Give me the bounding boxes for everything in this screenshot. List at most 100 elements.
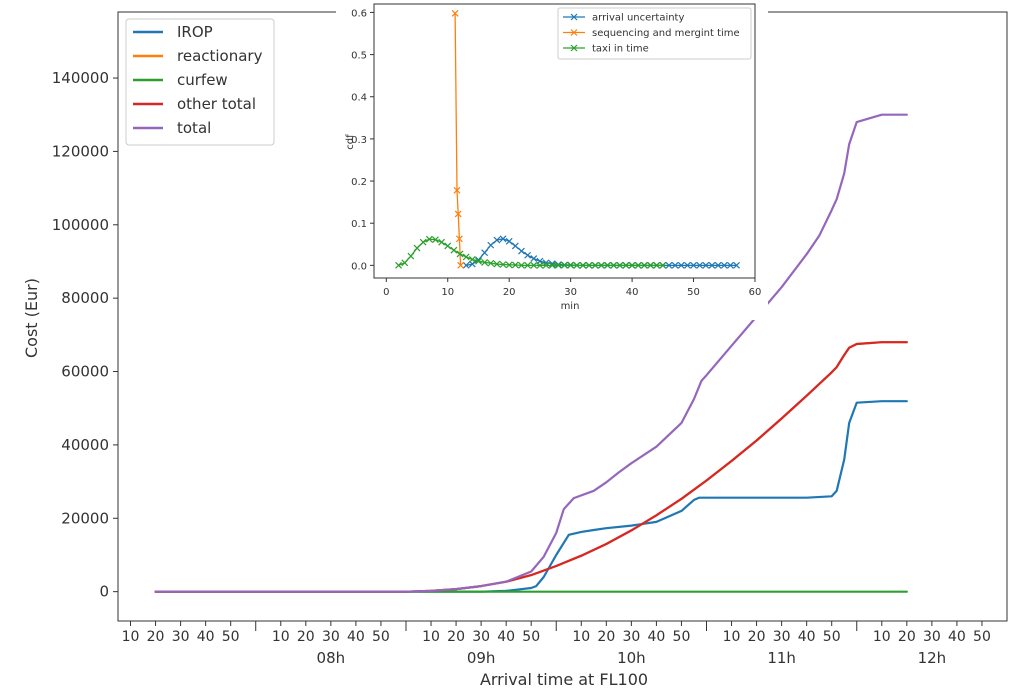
inset-plot-frame: [373, 3, 756, 279]
main-legend-other-total-label: other total: [177, 95, 256, 113]
inset-series-taxi-in-time-point: [487, 259, 495, 267]
inset-series-arrival-uncertainty-point: [499, 235, 507, 243]
main-xtick-major-label: 10h: [617, 649, 646, 667]
main-ytick-label: 120000: [52, 142, 109, 160]
inset-series-taxi-in-time-point: [628, 261, 636, 269]
inset-series-sequencing-and-mergint-time-point: [455, 235, 463, 243]
main-xtick-minor-label: 30: [622, 629, 640, 645]
inset-series-arrival-uncertainty-point: [720, 261, 728, 269]
main-legend-total-label: total: [177, 119, 211, 137]
inset-series-arrival-uncertainty-point: [530, 255, 538, 263]
main-ylabel: Cost (Eur): [22, 278, 41, 358]
inset-series-taxi-in-time-point: [438, 238, 446, 246]
main-legend-curfew-label: curfew: [177, 71, 228, 89]
inset-series-taxi-in-time-point: [597, 261, 605, 269]
inset-series-taxi-in-time-point: [419, 238, 427, 246]
main-xtick-minor-label: 30: [773, 629, 791, 645]
inset-series-arrival-uncertainty-point: [487, 241, 495, 249]
inset-series-taxi-in-time-point: [456, 250, 464, 258]
inset-series-taxi-in-time-point: [542, 261, 550, 269]
inset-series-taxi-in-time-point: [536, 261, 544, 269]
main-xtick-minor-label: 50: [522, 629, 540, 645]
inset-series-arrival-uncertainty-point: [690, 261, 697, 269]
main-xtick-minor-label: 40: [647, 629, 665, 645]
inset-ytick-label: 0.5: [351, 51, 367, 62]
inset-series-sequencing-and-mergint-time-point: [453, 186, 461, 194]
main-xtick-minor-label: 40: [948, 629, 966, 645]
inset-series-arrival-uncertainty-point: [733, 261, 740, 269]
inset-series-arrival-uncertainty-point: [702, 261, 710, 269]
main-ytick-label: 100000: [52, 216, 109, 234]
inset-series-taxi-in-time-point: [524, 261, 532, 269]
inset-series-arrival-uncertainty-point: [714, 261, 722, 269]
main-xtick-minor-label: 40: [497, 629, 515, 645]
inset-series-taxi-in-time-point: [530, 261, 538, 269]
inset-series-sequencing-and-mergint-time-point: [457, 261, 465, 269]
main-xtick-minor-label: 50: [823, 629, 841, 645]
main-xtick-minor-label: 10: [422, 629, 440, 645]
inset-series-sequencing-and-mergint-time-point: [451, 9, 459, 17]
main-xtick-major-label: 11h: [767, 649, 796, 667]
inset-series-taxi-in-time-point: [511, 261, 519, 269]
inset-xlabel: min: [561, 301, 580, 312]
inset-xtick-label: 0: [383, 287, 389, 298]
inset-legend: arrival uncertainty sequencing and mergin…: [557, 7, 752, 60]
inset-series-arrival-uncertainty-point: [683, 261, 691, 269]
inset-ytick-label: 0.0: [351, 261, 367, 272]
main-xtick-minor-label: 10: [272, 629, 290, 645]
inset-legend-sequencing-and-mergint-time-label: sequencing and mergint time: [592, 28, 740, 39]
inset-series-taxi-in-time-point: [401, 259, 409, 267]
main-legend: IROP reactionary curfew other total total: [125, 18, 275, 146]
inset-series-taxi-in-time-point: [634, 261, 642, 269]
main-xtick-minor-label: 30: [923, 629, 941, 645]
inset-series-taxi-in-time-point: [573, 261, 581, 269]
main-xtick-major-label: 12h: [918, 649, 947, 667]
inset-series-taxi-in-time-point: [468, 256, 476, 263]
main-ytick-label: 40000: [61, 436, 109, 454]
main-xtick-minor-label: 40: [347, 629, 365, 645]
inset-series-taxi-in-time-point: [395, 261, 403, 269]
inset-series-taxi-in-time-point: [518, 261, 525, 269]
inset-series-taxi-in-time-point: [585, 261, 593, 269]
inset-series-taxi-in-time-point: [604, 261, 611, 269]
main-xtick-minor-label: 20: [597, 629, 615, 645]
inset-ytick-label: 0.6: [351, 8, 367, 19]
main-series-irop-line: [154, 400, 908, 593]
inset-series-arrival-uncertainty-point: [726, 261, 734, 269]
inset-series-arrival-uncertainty-point: [462, 261, 470, 269]
main-xtick-minor-label: 10: [873, 629, 891, 645]
inset-xtick-label: 40: [626, 287, 639, 298]
main-ticks: 0 20000 40000 60000 80000 100000 120000 140000 1…: [52, 69, 991, 667]
main-ytick-label: 20000: [61, 509, 109, 527]
inset-series-taxi-in-time-point: [548, 261, 556, 269]
inset-ylabel: cdf: [345, 134, 356, 150]
main-xtick-minor-label: 50: [222, 629, 240, 645]
inset-legend-sequencing-and-mergint-time-marker: [570, 29, 578, 36]
main-xtick-minor-label: 10: [572, 629, 590, 645]
main-xtick-minor-label: 10: [122, 629, 140, 645]
inset-series-arrival-uncertainty-point: [511, 242, 519, 250]
inset-series-taxi-in-time-point: [616, 261, 624, 269]
inset-series-taxi-in-time-point: [610, 261, 618, 269]
main-xtick-minor-label: 20: [748, 629, 766, 645]
inset-series-taxi-in-time-point: [407, 252, 415, 260]
main-xtick-minor-label: 50: [973, 629, 991, 645]
inset-series-taxi-in-time-point: [499, 261, 507, 268]
inset-series-taxi-in-time-point: [450, 246, 458, 254]
main-series-other-total-line: [154, 341, 908, 593]
inset-series-arrival-uncertainty-point: [493, 236, 501, 244]
inset-ytick-label: 0.2: [351, 177, 367, 188]
inset-series-arrival-uncertainty-point: [665, 261, 673, 269]
inset-ytick-label: 0.1: [351, 219, 367, 230]
inset-xtick-label: 20: [503, 287, 516, 298]
main-xtick-minor-label: 20: [297, 629, 315, 645]
inset-xtick-label: 50: [687, 287, 700, 298]
main-legend-reactionary-label: reactionary: [177, 47, 263, 65]
inset-series-taxi-in-time-point: [561, 261, 568, 269]
main-series: [154, 113, 908, 593]
inset-xtick-label: 60: [749, 287, 762, 298]
inset-series-taxi-in-time-point: [425, 235, 433, 243]
inset-series-taxi-in-time-point: [622, 261, 630, 269]
inset-series-taxi-in-time-point: [653, 261, 661, 269]
